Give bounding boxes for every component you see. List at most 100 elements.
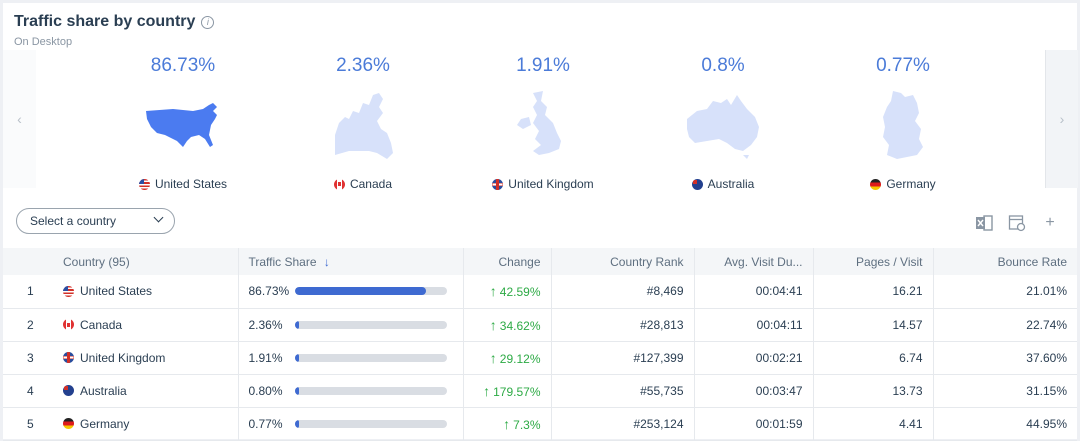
traffic-share-value: 2.36% [248, 317, 283, 332]
traffic-share-bar [294, 287, 447, 296]
country-name: Australia [80, 383, 127, 398]
country-rank-header[interactable]: Country Rank [551, 248, 695, 275]
traffic-share-bar [294, 320, 447, 329]
bounce-rate-cell: 37.60% [1026, 350, 1067, 365]
map-united-kingdom-icon [517, 91, 561, 155]
traffic-share-header[interactable]: Traffic Share ↓ [238, 248, 464, 275]
map-germany-icon [883, 91, 923, 159]
arrow-up-icon: ↑ [489, 316, 497, 333]
column-settings-icon[interactable] [1008, 214, 1026, 232]
traffic-share-bar-fill [294, 419, 299, 428]
table-row[interactable]: 4 Australia 0.80% ↑ 179.57% #55,735 00:03:47 13… [3, 374, 1077, 407]
tile-country-label: Germany [828, 177, 978, 191]
tile-country-label: United Kingdom [468, 177, 618, 191]
traffic-share-value: 0.77% [248, 416, 283, 431]
country-name: United Kingdom [80, 350, 166, 365]
widget-subtitle: On Desktop [14, 36, 73, 48]
traffic-share-card: Traffic share by country i On Desktop ‹ … [3, 3, 1078, 440]
arrow-up-icon: ↑ [489, 349, 497, 366]
arrow-up-icon: ↑ [503, 415, 511, 432]
table-row[interactable]: 3 United Kingdom 1.91% ↑ 29.12% #127,399 00:02… [3, 341, 1077, 374]
bounce-rate-header[interactable]: Bounce Rate [997, 254, 1067, 269]
us-flag-icon [138, 178, 150, 190]
carousel-next-button[interactable]: › [1045, 50, 1078, 188]
tile-country-label: United States [108, 177, 258, 191]
bounce-rate-cell: 21.01% [1026, 284, 1067, 299]
table-row[interactable]: 1 United States 86.73% ↑ 42.59% #8,469 00:04:4… [3, 275, 1077, 308]
row-number: 1 [27, 284, 34, 299]
excel-export-icon[interactable] [975, 214, 993, 232]
change-value: 29.12% [499, 351, 541, 366]
tile-country-name: Germany [886, 177, 936, 191]
chevron-right-icon: › [1059, 111, 1065, 127]
row-number: 2 [27, 317, 34, 332]
gb-flag-icon [492, 178, 504, 190]
tile-percentage: 0.8% [701, 55, 745, 76]
pages-per-visit-cell: 6.74 [813, 341, 934, 374]
country-cell[interactable]: United States [53, 275, 239, 308]
pages-per-visit-cell: 14.57 [813, 308, 934, 341]
row-number: 4 [27, 383, 34, 398]
country-cell[interactable]: Canada [53, 308, 239, 341]
country-cell[interactable]: United Kingdom [53, 341, 239, 374]
traffic-share-header-label: Traffic Share [248, 254, 317, 269]
row-number: 5 [27, 416, 34, 431]
pages-per-visit-cell: 4.41 [813, 407, 934, 440]
chevron-down-icon [153, 212, 164, 223]
traffic-share-value: 1.91% [248, 350, 283, 365]
gb-flag-icon [63, 352, 74, 363]
change-value: 34.62% [499, 318, 541, 333]
country-tile-gb: 1.91% United Kingdom [468, 53, 618, 193]
widget-title: Traffic share by country [14, 13, 196, 30]
change-cell: ↑ 42.59% [463, 275, 552, 308]
add-icon[interactable]: + [1045, 214, 1055, 231]
tile-country-name: United Kingdom [508, 177, 594, 191]
info-icon[interactable]: i [201, 15, 215, 29]
traffic-share-bar [294, 419, 447, 428]
ca-flag-icon [63, 319, 74, 330]
change-value: 42.59% [499, 285, 541, 300]
country-name: Canada [80, 317, 123, 332]
country-name: United States [80, 284, 153, 299]
pages-per-visit-cell: 13.73 [813, 374, 934, 407]
table-row[interactable]: 5 Germany 0.77% ↑ 7.3% #253,124 00:01:59 4.41 44… [3, 407, 1077, 440]
country-rank-cell: #8,469 [551, 275, 695, 308]
country-tile-us: 86.73% United States [108, 53, 258, 193]
change-cell: ↑ 29.12% [463, 341, 552, 374]
carousel-prev-button[interactable]: ‹ [3, 50, 36, 188]
tile-percentage: 86.73% [150, 55, 216, 76]
country-rank-cell: #55,735 [551, 374, 695, 407]
change-cell: ↑ 34.62% [463, 308, 552, 341]
de-flag-icon [870, 178, 882, 190]
us-flag-icon [63, 285, 74, 297]
traffic-share-bar-fill [294, 386, 299, 395]
traffic-share-bar [294, 386, 447, 395]
country-select-dropdown[interactable]: Select a country [16, 208, 175, 234]
traffic-share-cell: 1.91% [238, 341, 464, 374]
avg-visit-duration-cell: 00:04:41 [694, 275, 814, 308]
country-cell[interactable]: Germany [53, 407, 239, 440]
country-tile-de: 0.77% Germany [828, 53, 978, 193]
table-header-row: Country (95) Traffic Share ↓ Change Coun… [3, 248, 1077, 275]
avg-visit-duration-header[interactable]: Avg. Visit Du... [694, 248, 814, 275]
table-row[interactable]: 2 Canada 2.36% ↑ 34.62% #28,813 00:04:11 14.57 2… [3, 308, 1077, 341]
map-canada-icon [335, 93, 393, 159]
pages-per-visit-header[interactable]: Pages / Visit [813, 248, 934, 275]
ca-flag-icon [333, 178, 345, 190]
country-header[interactable]: Country (95) [53, 248, 239, 275]
bounce-rate-cell: 22.74% [1026, 317, 1067, 332]
traffic-share-cell: 0.80% [238, 374, 464, 407]
tile-country-label: Australia [648, 177, 798, 191]
country-cell[interactable]: Australia [53, 374, 239, 407]
row-number: 3 [27, 350, 34, 365]
traffic-share-cell: 0.77% [238, 407, 464, 440]
avg-visit-duration-cell: 00:04:11 [694, 308, 814, 341]
change-value: 179.57% [493, 384, 541, 399]
country-tile-au: 0.8% Australia [648, 53, 798, 193]
tile-percentage: 0.77% [876, 55, 930, 76]
change-header[interactable]: Change [463, 248, 552, 275]
arrow-up-icon: ↑ [489, 283, 497, 300]
country-select-label: Select a country [30, 214, 117, 228]
au-flag-icon [63, 385, 74, 396]
tile-country-label: Canada [288, 177, 438, 191]
